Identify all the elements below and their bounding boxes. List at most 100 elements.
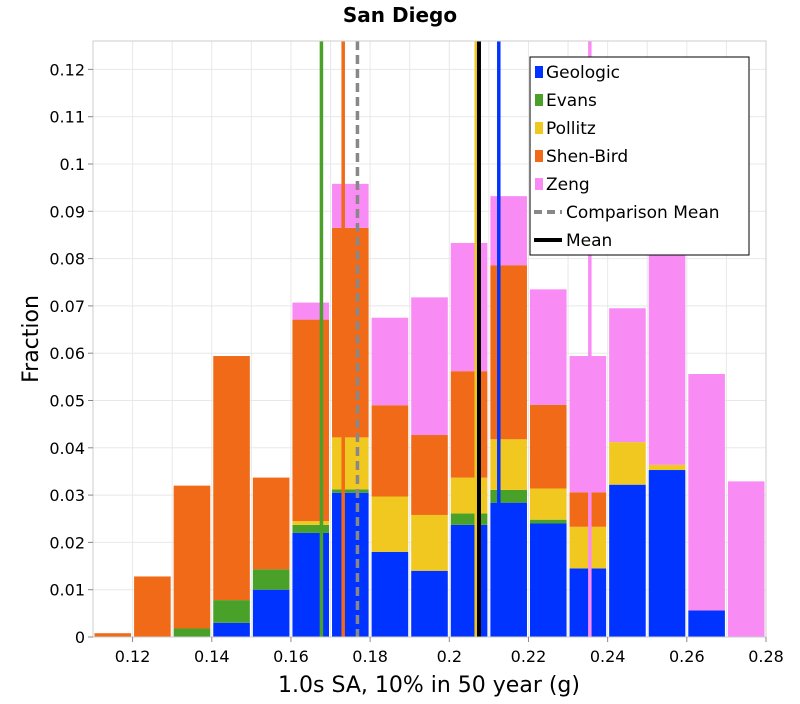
bar-zeng bbox=[727, 481, 765, 637]
bar-pollitz bbox=[292, 521, 330, 525]
mean-lines bbox=[319, 41, 592, 637]
bar-pollitz bbox=[332, 437, 369, 490]
bar-geologic bbox=[529, 523, 567, 637]
y-tick-label: 0.04 bbox=[49, 439, 85, 458]
bar-pollitz bbox=[609, 442, 646, 485]
y-tick-label: 0.07 bbox=[49, 297, 85, 316]
bar-zeng bbox=[292, 302, 330, 320]
bar-shen-bird bbox=[450, 371, 488, 478]
legend-label-evans: Evans bbox=[546, 91, 597, 111]
legend-swatch-geologic bbox=[535, 66, 543, 78]
bar-shen-bird bbox=[411, 435, 448, 515]
x-tick-label: 0.28 bbox=[748, 647, 784, 666]
bar-pollitz bbox=[490, 439, 527, 490]
bar-geologic bbox=[648, 470, 686, 637]
bar-shen-bird bbox=[94, 633, 132, 637]
legend: Geologic Evans Pollitz Shen-Bird Zeng Compari… bbox=[529, 56, 750, 256]
x-tick-label: 0.26 bbox=[669, 647, 705, 666]
bar-pollitz bbox=[529, 488, 567, 520]
x-tick-label: 0.22 bbox=[511, 647, 547, 666]
bar-geologic bbox=[371, 551, 409, 637]
bar-shen-bird bbox=[134, 576, 171, 637]
bar-pollitz bbox=[450, 477, 488, 514]
y-tick-label: 0.01 bbox=[49, 581, 85, 600]
y-axis-ticks: 0 0.01 0.02 0.03 0.04 0.05 0.06 0.07 0.08 0.09 0.1… bbox=[49, 60, 93, 647]
bar-evans bbox=[450, 513, 488, 525]
bar-shen-bird bbox=[292, 319, 330, 522]
bar-shen-bird bbox=[529, 404, 567, 489]
bar-zeng bbox=[529, 289, 567, 405]
y-tick-label: 0 bbox=[75, 628, 85, 647]
bar-pollitz bbox=[648, 464, 686, 471]
bar-geologic bbox=[213, 622, 250, 637]
bar-evans bbox=[213, 600, 250, 623]
bar-pollitz bbox=[569, 526, 607, 569]
bar-shen-bird bbox=[332, 227, 369, 438]
bar-zeng bbox=[490, 196, 527, 266]
y-tick-label: 0.11 bbox=[49, 108, 85, 127]
bar-shen-bird bbox=[371, 405, 409, 497]
bar-geologic bbox=[688, 610, 725, 637]
bar-evans bbox=[332, 489, 369, 493]
y-tick-label: 0.1 bbox=[60, 155, 85, 174]
bar-geologic bbox=[252, 589, 290, 637]
bar-geologic bbox=[609, 484, 646, 637]
bar-geologic bbox=[292, 532, 330, 637]
bar-pollitz bbox=[411, 514, 448, 571]
bar-geologic bbox=[450, 524, 488, 637]
legend-box bbox=[529, 56, 750, 256]
bar-evans bbox=[252, 569, 290, 590]
bar-shen-bird bbox=[213, 356, 250, 601]
legend-swatch-evans bbox=[535, 94, 543, 106]
legend-swatch-zeng bbox=[535, 178, 543, 190]
bar-geologic bbox=[569, 568, 607, 637]
x-axis-ticks: 0.12 0.14 0.16 0.18 0.2 0.22 0.24 0.26 0.28 bbox=[115, 637, 784, 666]
bar-geologic bbox=[490, 502, 527, 637]
legend-label-pollitz: Pollitz bbox=[546, 119, 596, 139]
bar-evans bbox=[292, 524, 330, 533]
bar-shen-bird bbox=[173, 485, 211, 629]
bar-zeng bbox=[688, 374, 725, 611]
bar-pollitz bbox=[371, 496, 409, 552]
y-tick-label: 0.05 bbox=[49, 391, 85, 410]
bar-zeng bbox=[411, 297, 448, 436]
x-tick-label: 0.14 bbox=[194, 647, 230, 666]
bar-zeng bbox=[332, 183, 369, 228]
bar-zeng bbox=[450, 242, 488, 372]
x-tick-label: 0.16 bbox=[273, 647, 309, 666]
x-tick-label: 0.18 bbox=[352, 647, 388, 666]
bar-shen-bird bbox=[490, 265, 527, 440]
x-tick-label: 0.12 bbox=[115, 647, 151, 666]
legend-label-geologic: Geologic bbox=[546, 63, 620, 83]
x-tick-label: 0.2 bbox=[437, 647, 462, 666]
bar-geologic bbox=[332, 492, 369, 637]
legend-label-shen-bird: Shen-Bird bbox=[546, 147, 628, 167]
chart-title: San Diego bbox=[343, 3, 457, 27]
bar-evans bbox=[173, 628, 211, 637]
legend-label-zeng: Zeng bbox=[546, 175, 590, 195]
bar-evans bbox=[529, 519, 567, 524]
legend-label-comparison-mean: Comparison Mean bbox=[566, 203, 720, 223]
y-tick-label: 0.09 bbox=[49, 202, 85, 221]
bar-shen-bird bbox=[569, 492, 607, 527]
bar-zeng bbox=[569, 356, 607, 493]
legend-label-mean: Mean bbox=[566, 231, 612, 251]
y-tick-label: 0.08 bbox=[49, 250, 85, 269]
legend-swatch-pollitz bbox=[535, 122, 543, 134]
bar-zeng bbox=[609, 308, 646, 443]
y-tick-label: 0.02 bbox=[49, 533, 85, 552]
y-tick-label: 0.06 bbox=[49, 344, 85, 363]
y-axis-label: Fraction bbox=[19, 295, 44, 383]
plot-border bbox=[92, 40, 767, 638]
bar-evans bbox=[490, 489, 527, 503]
x-tick-label: 0.24 bbox=[590, 647, 626, 666]
y-tick-label: 0.03 bbox=[49, 486, 85, 505]
bar-zeng bbox=[371, 317, 409, 406]
x-axis-label: 1.0s SA, 10% in 50 year (g) bbox=[278, 673, 580, 698]
bar-geologic bbox=[411, 570, 448, 637]
y-tick-label: 0.12 bbox=[49, 60, 85, 79]
bar-shen-bird bbox=[252, 477, 290, 570]
legend-swatch-shen-bird bbox=[535, 150, 543, 162]
